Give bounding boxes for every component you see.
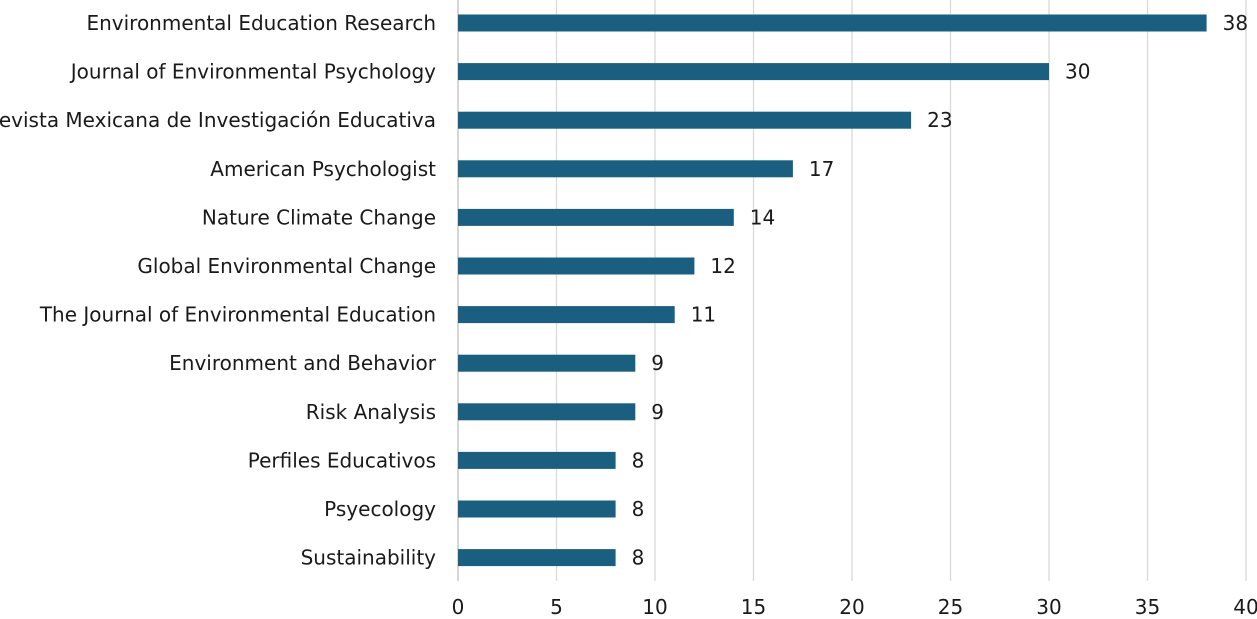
data-label: 23 [927, 108, 952, 132]
category-label: Sustainability [301, 546, 437, 570]
x-tick-label: 25 [938, 595, 963, 619]
data-label: 11 [691, 303, 716, 327]
category-label: The Journal of Environmental Education [39, 303, 436, 327]
bar [458, 306, 675, 324]
category-label: Revista Mexicana de Investigación Educat… [0, 108, 436, 132]
category-label: American Psychologist [210, 157, 436, 181]
x-tick-label: 15 [741, 595, 766, 619]
data-label: 8 [632, 497, 645, 521]
x-tick-label: 20 [839, 595, 864, 619]
category-label: Psyecology [324, 497, 436, 521]
data-label: 8 [632, 546, 645, 570]
x-tick-label: 30 [1036, 595, 1061, 619]
category-label: Environment and Behavior [169, 351, 437, 375]
category-labels: Environmental Education Research Journal … [0, 11, 437, 570]
bar [458, 160, 793, 178]
x-tick-label: 5 [550, 595, 563, 619]
bar [458, 63, 1049, 81]
bar [458, 14, 1207, 32]
bars [458, 14, 1207, 567]
category-label: Global Environmental Change [137, 254, 436, 278]
category-label: Risk Analysis [306, 400, 436, 424]
gridlines [457, 0, 1247, 581]
x-tick-label: 0 [452, 595, 465, 619]
data-label: 12 [710, 254, 735, 278]
category-label: Journal of Environmental Psychology [69, 60, 436, 84]
category-label: Nature Climate Change [202, 205, 436, 229]
data-label: 30 [1065, 60, 1090, 84]
data-label: 8 [632, 448, 645, 472]
bar [458, 208, 734, 226]
category-label: Environmental Education Research [86, 11, 436, 35]
data-label: 38 [1223, 11, 1248, 35]
bar [458, 451, 616, 469]
bar [458, 257, 695, 275]
bar [458, 403, 636, 421]
x-axis-ticks: 0 5 10 15 20 25 30 35 40 [452, 595, 1257, 619]
data-label: 17 [809, 157, 834, 181]
category-label: Perfiles Educativos [248, 448, 436, 472]
x-tick-label: 40 [1233, 595, 1257, 619]
x-tick-label: 35 [1135, 595, 1160, 619]
bar [458, 549, 616, 567]
x-tick-label: 10 [642, 595, 667, 619]
bar [458, 500, 616, 518]
bar [458, 111, 912, 129]
data-label: 14 [750, 205, 775, 229]
data-label: 9 [651, 400, 664, 424]
data-label: 9 [651, 351, 664, 375]
bar [458, 354, 636, 372]
